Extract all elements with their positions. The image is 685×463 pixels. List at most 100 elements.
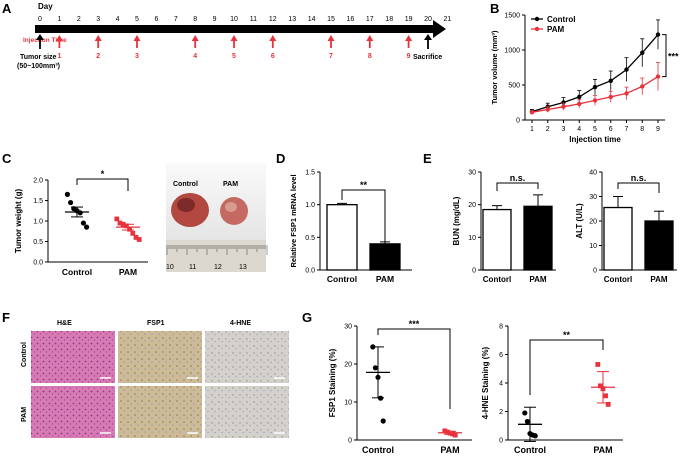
injection-arrowhead — [366, 35, 374, 41]
significance-label: * — [101, 169, 105, 179]
y-axis-label: FSP1 Staining (%) — [328, 348, 337, 417]
injection-number: 9 — [407, 53, 411, 60]
data-point — [64, 191, 70, 197]
data-point — [592, 98, 598, 103]
category-label: Control — [327, 274, 357, 284]
data-point — [375, 374, 381, 380]
image-he-control — [31, 331, 115, 383]
row-label-pam: PAM — [21, 407, 28, 422]
data-point — [133, 235, 139, 240]
sacrifice-arrow — [424, 34, 432, 49]
injection-number: 6 — [271, 53, 275, 60]
legend-label: PAM — [547, 25, 565, 34]
y-tick-label: 30 — [468, 170, 476, 177]
tumor-photo — [166, 163, 268, 272]
col-header-he: H&E — [57, 320, 72, 327]
day-label: 15 — [327, 16, 335, 23]
panel-label-b: B — [490, 1, 499, 16]
y-tick-label: 0.5 — [33, 239, 43, 246]
y-tick-label: 1.5 — [33, 198, 43, 205]
significance-label: n.s. — [631, 173, 647, 183]
y-tick-label: 1000 — [504, 48, 520, 55]
photo-label-control: Control — [173, 181, 198, 188]
y-tick-label: 1.0 — [305, 202, 315, 209]
data-point — [608, 78, 613, 84]
y-tick-label: 6 — [499, 352, 503, 359]
x-tick-label: 9 — [656, 126, 660, 133]
significance-bracket — [76, 178, 129, 191]
panel-label-d: D — [276, 151, 285, 166]
data-point — [605, 401, 611, 407]
ruler-number-3: 13 — [239, 264, 247, 271]
bar-contorl — [482, 208, 512, 271]
y-tick-label: 1.5 — [305, 170, 315, 177]
injection-number: 1 — [57, 53, 61, 60]
data-point — [114, 216, 120, 222]
day-label: 1 — [57, 16, 61, 23]
category-label: PAM — [529, 275, 547, 284]
legend-marker — [534, 26, 540, 32]
y-tick-label: 10 — [589, 243, 597, 250]
injection-arrowhead — [269, 35, 277, 41]
injection-number: 2 — [96, 53, 100, 60]
day-title: Day — [38, 2, 53, 11]
chart-bun: 0 10 20 30 BUN (mg/dL) Contorl PAM n.s. — [452, 170, 556, 284]
data-point — [577, 101, 582, 107]
day-label: 0 — [38, 16, 42, 23]
x-axis-label: Injection time — [569, 135, 621, 144]
day-label: 19 — [405, 16, 413, 23]
y-tick-label: 0 — [348, 438, 352, 445]
category-label: Control — [62, 267, 92, 277]
day-label: 11 — [250, 16, 257, 23]
histology-grid — [31, 331, 289, 438]
image-4hne-pam — [205, 386, 289, 438]
day-label: 4 — [116, 16, 120, 23]
day-label: 9 — [213, 16, 217, 23]
chart-tumor-weight: 0.0 0.5 1.0 1.5 2.0 Tumor weight (g) Control PA… — [14, 169, 148, 277]
day-label: 5 — [135, 16, 139, 23]
injection-number: 5 — [232, 53, 236, 60]
significance-label: ** — [563, 330, 571, 340]
injection-arrowhead — [191, 35, 199, 41]
chart-fsp1-mrna: 0.0 0.5 1.0 1.5 Relative FSP1 mRNA level Cont… — [289, 170, 412, 284]
data-point — [380, 418, 386, 424]
injection-arrows: 1 2 3 4 5 6 7 8 9 — [55, 35, 413, 60]
y-axis-label: Tumor weight (g) — [14, 189, 23, 254]
y-axis-label: 4-HNE Staining (%) — [481, 346, 490, 419]
col-header-4hne: 4-HNE — [230, 320, 251, 327]
y-tick-label: 0 — [516, 118, 520, 125]
x-tick-label: 4 — [577, 126, 581, 133]
day-label: 7 — [174, 16, 178, 23]
data-point — [522, 410, 528, 416]
bar-pam — [644, 220, 674, 271]
x-tick-label: 2 — [546, 126, 550, 133]
y-axis-label: ALT (U/L) — [575, 203, 584, 239]
injection-label: Injection Time — [23, 37, 67, 44]
y-tick-label: 10 — [468, 235, 476, 242]
data-point — [577, 94, 582, 100]
data-point — [450, 431, 455, 437]
significance-bracket — [529, 339, 604, 395]
data-point — [595, 362, 601, 367]
bar-pam — [369, 243, 401, 271]
data-point — [370, 344, 376, 350]
significance-label: *** — [409, 319, 420, 329]
y-tick-label: 0 — [499, 438, 503, 445]
y-tick-label: 0.5 — [305, 235, 315, 242]
day-labels: 0 1 2 3 4 5 6 7 8 9 10 11 12 13 14 15 16 17 18 19 20 21 — [38, 16, 451, 23]
data-point — [136, 237, 142, 242]
data-point — [447, 430, 453, 436]
injection-number: 4 — [193, 53, 197, 60]
y-tick-label: 8 — [499, 324, 503, 331]
y-tick-label: 40 — [589, 170, 597, 177]
day-label: 10 — [230, 16, 238, 23]
x-tick-label: 5 — [593, 126, 597, 133]
data-point — [442, 428, 448, 434]
category-label: PAM — [593, 445, 612, 455]
injection-arrowhead — [327, 35, 335, 41]
day-label: 2 — [77, 16, 81, 23]
day-label: 12 — [269, 16, 277, 23]
day-label: 17 — [366, 16, 374, 23]
category-label: Contorl — [483, 275, 511, 284]
data-point — [452, 432, 458, 438]
